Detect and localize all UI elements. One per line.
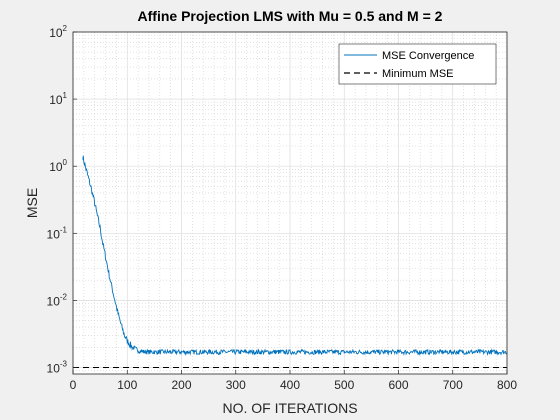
x-tick-label: 200 bbox=[171, 378, 191, 392]
x-tick-label: 700 bbox=[443, 378, 463, 392]
y-axis-label: MSE bbox=[24, 188, 40, 218]
chart-title: Affine Projection LMS with Mu = 0.5 and … bbox=[138, 8, 443, 24]
x-tick-label: 400 bbox=[280, 378, 300, 392]
x-tick-label: 800 bbox=[497, 378, 517, 392]
x-tick-label: 500 bbox=[334, 378, 354, 392]
x-tick-label: 0 bbox=[70, 378, 77, 392]
legend: MSE Convergence Minimum MSE bbox=[339, 44, 496, 84]
x-axis-label: NO. OF ITERATIONS bbox=[222, 400, 357, 416]
x-tick-label: 600 bbox=[388, 378, 408, 392]
x-tick-label: 100 bbox=[117, 378, 137, 392]
x-tick-label: 300 bbox=[226, 378, 246, 392]
legend-label-minimum-mse: Minimum MSE bbox=[382, 68, 454, 80]
legend-label-mse-convergence: MSE Convergence bbox=[382, 50, 474, 62]
